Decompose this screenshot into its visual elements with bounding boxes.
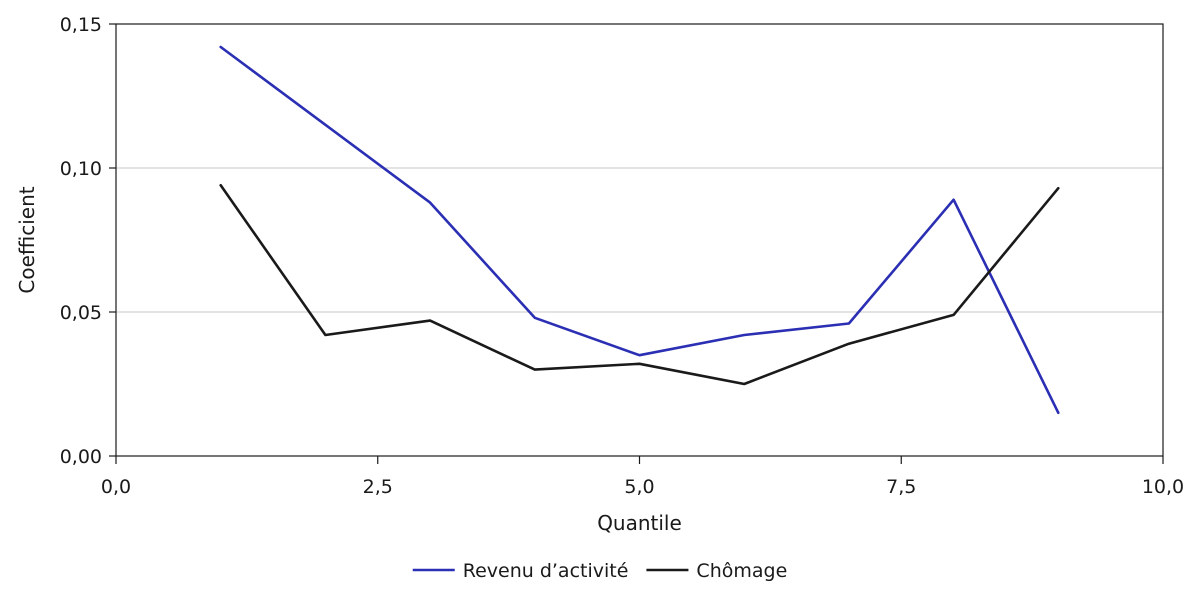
- plot-frame: [115, 23, 1164, 457]
- y-tick-label: 0,10: [60, 158, 102, 180]
- legend-label: Chômage: [696, 560, 787, 582]
- x-tick-label: 0,0: [101, 476, 131, 498]
- y-tick-label: 0,15: [60, 14, 102, 36]
- legend: Revenu d’activité Chômage: [412, 560, 787, 582]
- x-axis: 0,0 2,5 5,0 7,5 10,0: [101, 456, 1184, 498]
- x-tick-label: 2,5: [363, 476, 393, 498]
- x-axis-title: Quantile: [597, 511, 682, 535]
- grid-layer: [116, 167, 1163, 313]
- y-tick-label: 0,00: [60, 446, 102, 468]
- x-tick-label: 5,0: [624, 476, 654, 498]
- y-axis: 0,00 0,05 0,10 0,15: [60, 14, 116, 468]
- series-line-1: [219, 45, 1060, 415]
- x-tick-label: 10,0: [1142, 476, 1184, 498]
- y-tick-label: 0,05: [60, 302, 102, 324]
- series-layer: [219, 45, 1060, 415]
- y-axis-title: Coefficient: [15, 186, 39, 293]
- x-tick-label: 7,5: [886, 476, 916, 498]
- series-line-2: [219, 184, 1060, 386]
- legend-label: Revenu d’activité: [463, 560, 629, 582]
